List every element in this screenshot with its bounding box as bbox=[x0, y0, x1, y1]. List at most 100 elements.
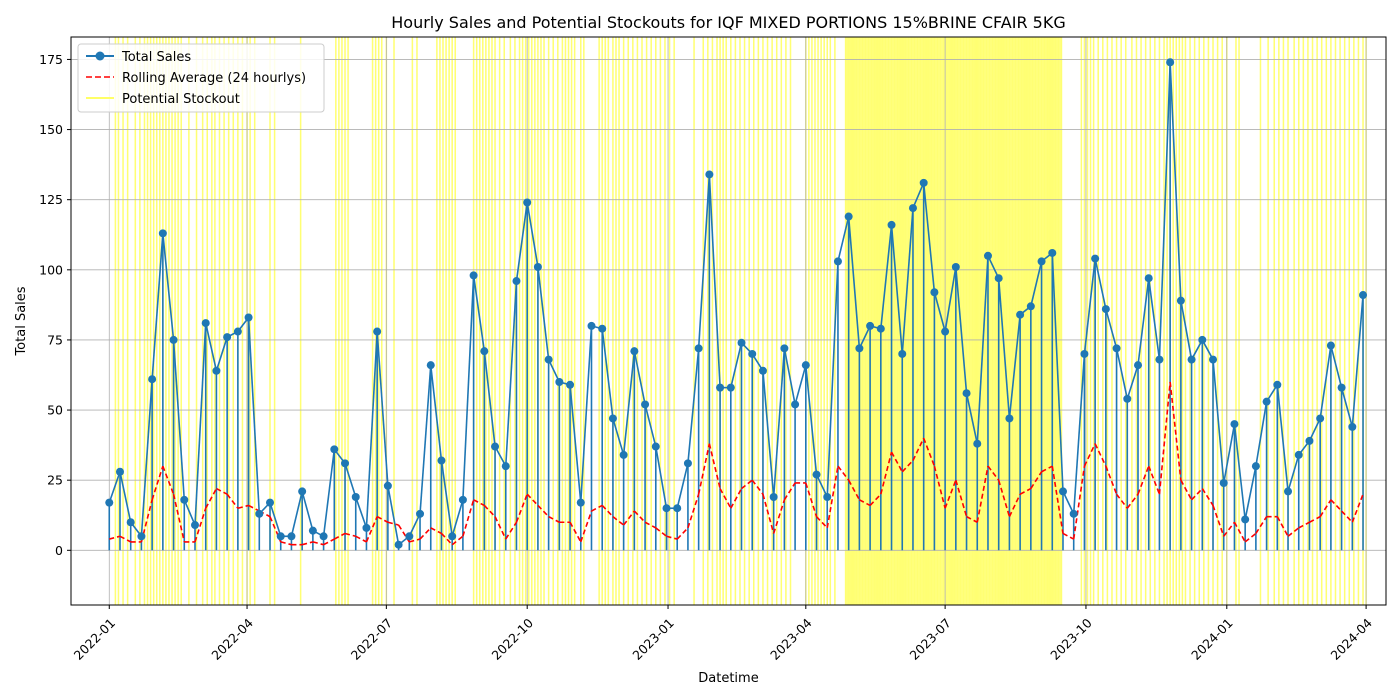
rolling-average-segment bbox=[987, 465, 1000, 481]
stockout-band bbox=[996, 37, 998, 605]
stockout-band bbox=[864, 37, 867, 605]
stockout-band bbox=[1102, 37, 1104, 605]
stockout-band bbox=[990, 37, 992, 605]
y-axis-label: Total Sales bbox=[14, 286, 29, 356]
stockout-band bbox=[1053, 37, 1055, 605]
rolling-average-segment bbox=[666, 535, 678, 540]
stockout-band bbox=[1175, 37, 1178, 605]
total-sales-point bbox=[812, 470, 821, 479]
rolling-average-segment bbox=[1094, 443, 1107, 467]
stockout-band bbox=[953, 37, 956, 605]
total-sales-segment bbox=[429, 365, 443, 461]
rolling-average-segment bbox=[762, 493, 775, 534]
legend-potential-stockout: Potential Stockout bbox=[122, 92, 240, 107]
total-sales-segment bbox=[1030, 261, 1043, 307]
stockout-band bbox=[919, 37, 922, 605]
total-sales-segment bbox=[269, 502, 282, 537]
total-sales-point bbox=[298, 487, 307, 496]
stockout-band bbox=[1014, 37, 1017, 605]
stockout-band bbox=[808, 37, 810, 605]
stockout-band bbox=[114, 37, 117, 605]
grid-lines bbox=[71, 37, 1386, 605]
stockout-band bbox=[223, 37, 225, 605]
total-sales-segment bbox=[387, 485, 400, 545]
rolling-average-segment bbox=[172, 494, 186, 543]
total-sales-segment bbox=[579, 325, 593, 503]
total-sales-point bbox=[1134, 361, 1143, 370]
total-sales-segment bbox=[944, 266, 957, 332]
stockout-band bbox=[991, 37, 994, 605]
stockout-band bbox=[573, 37, 576, 605]
rolling-average-segment bbox=[815, 516, 828, 529]
rolling-average-segment bbox=[955, 479, 968, 517]
total-sales-segment bbox=[172, 339, 186, 500]
stockout-band bbox=[636, 37, 639, 605]
rolling-average-segment bbox=[162, 465, 175, 495]
total-sales-segment bbox=[344, 463, 357, 498]
total-sales-point bbox=[694, 344, 703, 353]
stockout-band bbox=[910, 37, 913, 605]
total-sales-point bbox=[855, 344, 864, 353]
rolling-average-segment bbox=[269, 516, 282, 543]
stockout-band bbox=[174, 37, 176, 605]
stockout-band bbox=[814, 37, 816, 605]
total-sales-segment bbox=[762, 370, 775, 498]
total-sales-segment bbox=[1147, 278, 1161, 360]
total-sales-point bbox=[1005, 414, 1014, 423]
rolling-average-segment bbox=[1180, 479, 1193, 501]
stockout-band bbox=[1060, 37, 1063, 605]
stockout-band bbox=[1013, 37, 1015, 605]
stockout-band bbox=[852, 37, 855, 605]
stockout-band bbox=[338, 37, 340, 605]
stockout-band bbox=[211, 37, 213, 605]
x-tick-label: 2023-04 bbox=[767, 615, 815, 663]
total-sales-segment bbox=[526, 202, 539, 268]
total-sales-segment bbox=[1105, 308, 1118, 349]
stockout-band bbox=[618, 37, 620, 605]
stockout-band bbox=[930, 37, 933, 605]
total-sales-point bbox=[480, 347, 489, 356]
stockout-band bbox=[1189, 37, 1191, 605]
stockout-band bbox=[521, 37, 524, 605]
stockout-band bbox=[883, 37, 885, 605]
rolling-average-segment bbox=[301, 541, 314, 546]
rolling-average-segment bbox=[1019, 487, 1032, 495]
stockout-band bbox=[1353, 37, 1355, 605]
stockout-band bbox=[1016, 37, 1018, 605]
x-tick-label: 2022-07 bbox=[348, 615, 396, 663]
stockout-band bbox=[896, 37, 899, 605]
total-sales-segment bbox=[805, 365, 818, 475]
stockout-band bbox=[1025, 37, 1028, 605]
total-sales-segment bbox=[858, 325, 871, 349]
stockout-band bbox=[958, 37, 960, 605]
rolling-average-segment bbox=[901, 459, 914, 473]
total-sales-point bbox=[394, 540, 403, 549]
total-sales-point bbox=[180, 495, 189, 504]
total-sales-segment bbox=[1330, 345, 1343, 388]
stockout-band bbox=[1046, 37, 1049, 605]
total-sales-point bbox=[1155, 355, 1164, 364]
stockout-band bbox=[1002, 37, 1005, 605]
stockout-band bbox=[1031, 37, 1034, 605]
stockout-band bbox=[932, 37, 934, 605]
total-sales-segment bbox=[119, 471, 132, 523]
rolling-average-segment bbox=[805, 482, 818, 517]
stockout-band bbox=[503, 37, 505, 605]
total-sales-point bbox=[962, 389, 971, 398]
stockout-band bbox=[159, 37, 161, 605]
stockout-band bbox=[1163, 37, 1165, 605]
total-sales-segment bbox=[547, 359, 561, 383]
stockout-band bbox=[789, 37, 792, 605]
stockout-band bbox=[1097, 37, 1099, 605]
stockout-band bbox=[771, 37, 773, 605]
stockout-band bbox=[1008, 37, 1011, 605]
stockout-band bbox=[775, 37, 778, 605]
stockout-band bbox=[1297, 37, 1300, 605]
stockout-band bbox=[1311, 37, 1314, 605]
stockout-band bbox=[168, 37, 170, 605]
total-sales-segment bbox=[1094, 258, 1107, 310]
stockout-band bbox=[1048, 37, 1050, 605]
stockout-band bbox=[1259, 37, 1262, 605]
total-sales-point bbox=[1241, 515, 1250, 524]
stockout-band bbox=[448, 37, 450, 605]
